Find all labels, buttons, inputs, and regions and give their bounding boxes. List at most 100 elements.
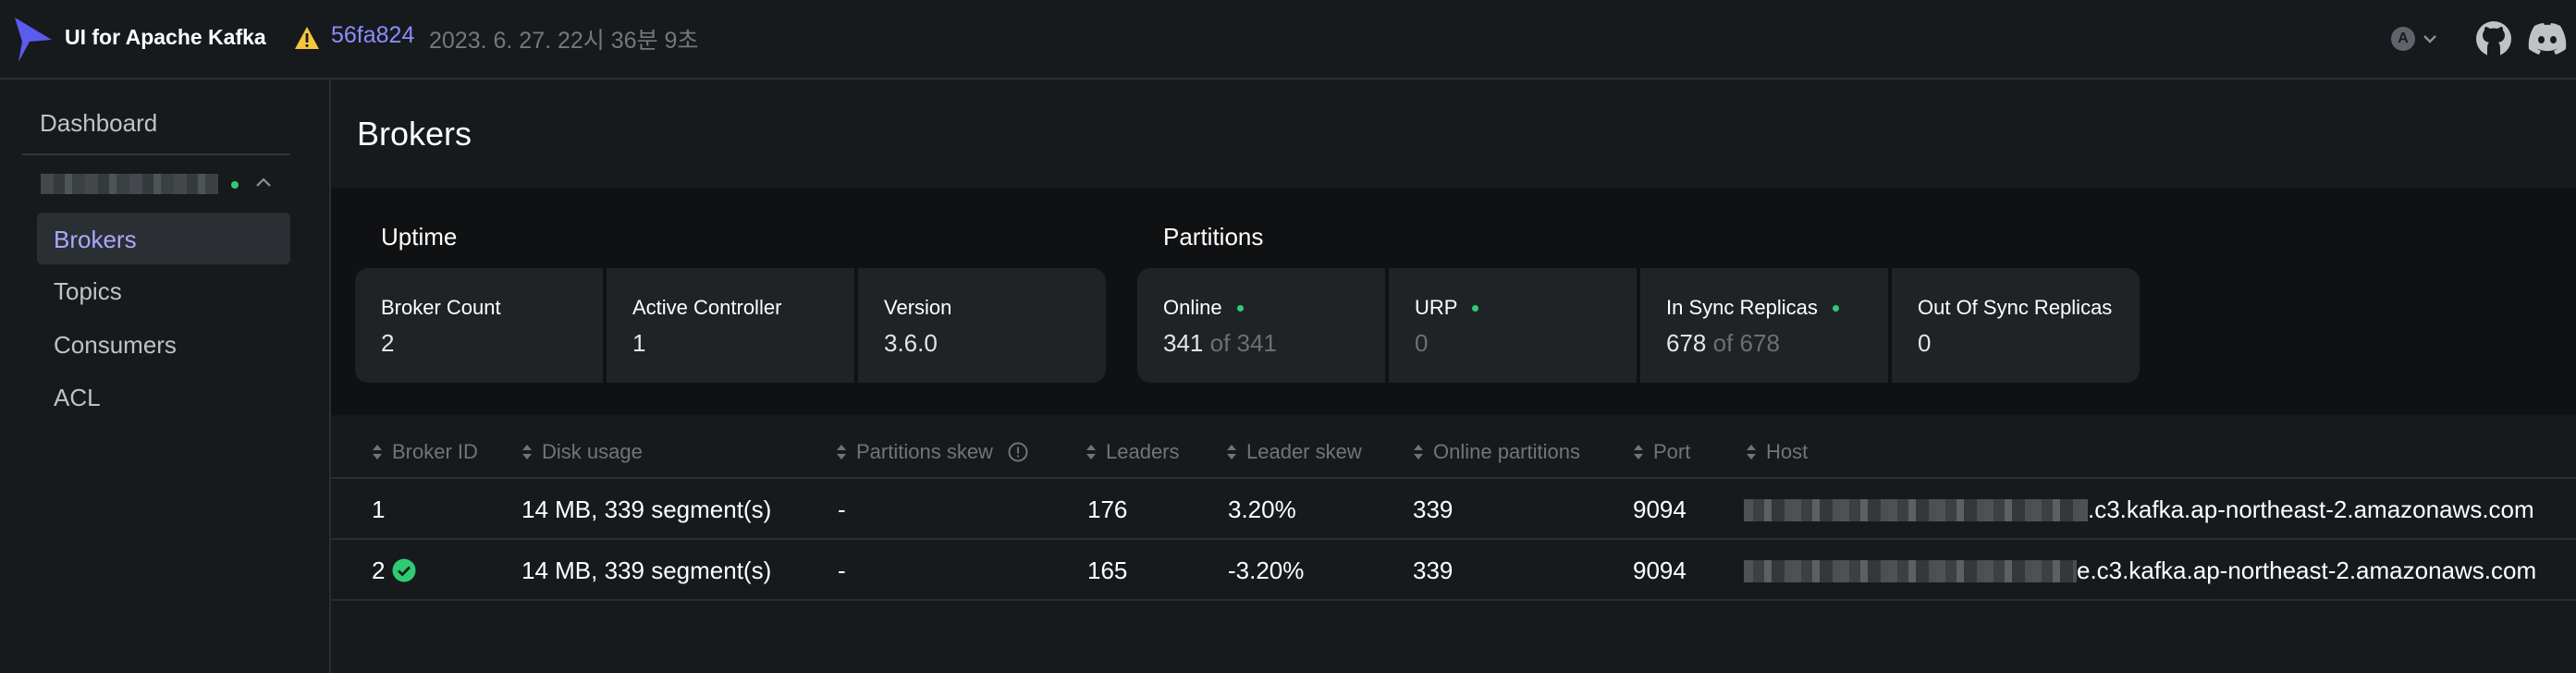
chevron-down-icon [2423,35,2436,43]
sort-icon [1086,445,1096,459]
commit-link[interactable]: 56fa824 [331,22,415,48]
card-value-total: of 678 [1712,329,1780,357]
leader-skew-cell: -3.20% [1228,557,1305,584]
table-row[interactable]: 2 14 MB, 339 segment(s) - 165 -3.20% 339… [331,540,2576,601]
top-bar: UI for Apache Kafka 56fa824 2023. 6. 27.… [0,0,2576,80]
card-value-total: of 341 [1209,329,1277,357]
host-cell: .c3.kafka.ap-northeast-2.amazonaws.com [1744,496,2534,524]
broker-id-cell[interactable]: 1 [372,496,386,523]
status-dot [1236,304,1244,312]
sidebar-item-consumers[interactable]: Consumers [54,331,177,359]
port-cell: 9094 [1633,496,1687,523]
card-value: 1 [632,329,646,357]
card-label-row: In Sync Replicas [1666,296,1888,320]
info-icon[interactable] [1008,442,1028,462]
column-header-label: Disk usage [542,440,643,463]
github-icon[interactable] [2475,20,2512,57]
card-value-row: 341 of 341 [1163,329,1385,358]
card-value: 0 [1918,329,1932,357]
online-partitions-cell: 339 [1413,557,1454,584]
broker-count-card: Broker Count 2 [355,268,603,383]
build-date: 2023. 6. 27. 22시 36분 9초 [429,28,699,54]
check-circle-icon [392,558,416,582]
column-header-label: Online partitions [1433,440,1580,463]
partitions-cards: Online 341 of 341 URP 0 In Sync Replicas [1137,268,2140,383]
sort-icon [1747,445,1756,459]
urp-card: URP 0 [1389,268,1637,383]
card-label-row: Online [1163,296,1385,320]
card-value: 341 [1163,329,1204,357]
host-suffix: .c3.kafka.ap-northeast-2.amazonaws.com [2088,496,2534,523]
sort-icon [837,445,846,459]
host-suffix: e.c3.kafka.ap-northeast-2.amazonaws.com [2077,557,2537,584]
card-label: Online [1163,296,1222,319]
sidebar-divider [22,153,290,155]
discord-icon[interactable] [2527,22,2568,55]
column-header-disk-usage[interactable]: Disk usage [521,440,643,464]
card-label: Active Controller [632,296,782,319]
column-header-label: Broker ID [392,440,478,463]
disk-usage-cell: 14 MB, 339 segment(s) [521,557,772,584]
sort-icon [1414,445,1423,459]
column-header-host[interactable]: Host [1746,440,1808,464]
host-cell: e.c3.kafka.ap-northeast-2.amazonaws.com [1744,557,2536,585]
main-content: Brokers Uptime Broker Count 2 Active Con… [331,80,2576,673]
leader-skew-cell: 3.20% [1228,496,1296,523]
column-header-label: Leader skew [1246,440,1362,463]
column-header-port[interactable]: Port [1633,440,1690,464]
host-redacted [1744,498,2088,521]
leaders-cell: 165 [1087,557,1128,584]
card-value: 678 [1666,329,1707,357]
warning-icon [295,27,319,49]
disk-usage-cell: 14 MB, 339 segment(s) [521,496,772,523]
card-label: Broker Count [381,296,501,319]
status-dot [1472,304,1479,312]
card-label: Out Of Sync Replicas [1918,296,2113,319]
chevron-up-icon[interactable] [255,176,272,189]
port-cell: 9094 [1633,557,1687,584]
column-header-partitions-skew[interactable]: Partitions skew [836,440,1028,464]
kafka-logo-icon[interactable] [13,16,54,64]
sort-icon [373,445,382,459]
partitions-title: Partitions [1163,223,1264,251]
sidebar: Dashboard Brokers Topics Consumers ACL [0,80,331,673]
avatar: A [2391,27,2415,51]
card-value: 2 [381,329,395,357]
broker-id-cell[interactable]: 2 [372,557,416,585]
nav-dashboard[interactable]: Dashboard [40,109,158,137]
uptime-title: Uptime [381,223,458,251]
sort-icon [1227,445,1236,459]
leaders-cell: 176 [1087,496,1128,523]
sort-icon [1634,445,1643,459]
version-card: Version 3.6.0 [858,268,1106,383]
column-header-label: Port [1653,440,1691,463]
cluster-toggle[interactable] [41,172,290,196]
out-of-sync-replicas-card: Out Of Sync Replicas 0 [1892,268,2140,383]
sidebar-item-brokers[interactable]: Brokers [37,213,290,264]
metrics-panel: Uptime Broker Count 2 Active Controller … [331,188,2576,415]
column-header-broker-id[interactable]: Broker ID [372,440,478,464]
sort-icon [522,445,532,459]
column-header-label: Leaders [1106,440,1180,463]
cluster-status-dot [231,181,239,189]
card-value: 3.6.0 [884,329,938,357]
card-label: URP [1415,296,1458,319]
host-redacted [1744,559,2077,582]
page-title: Brokers [357,115,472,153]
user-menu[interactable]: A [2391,25,2437,53]
sidebar-item-acl[interactable]: ACL [54,384,101,411]
broker-id: 2 [372,557,386,584]
card-value: 0 [1415,329,1429,357]
column-header-label: Partitions skew [856,440,993,463]
active-controller-card: Active Controller 1 [607,268,854,383]
card-value-row: 678 of 678 [1666,329,1888,358]
column-header-leaders[interactable]: Leaders [1086,440,1180,464]
app-title[interactable]: UI for Apache Kafka [65,25,266,49]
column-header-leader-skew[interactable]: Leader skew [1226,440,1362,464]
card-label: Version [884,296,952,319]
column-header-online-partitions[interactable]: Online partitions [1413,440,1580,464]
card-label: In Sync Replicas [1666,296,1818,319]
table-row[interactable]: 1 14 MB, 339 segment(s) - 176 3.20% 339 … [331,479,2576,540]
sidebar-item-topics[interactable]: Topics [54,277,122,305]
in-sync-replicas-card: In Sync Replicas 678 of 678 [1640,268,1888,383]
